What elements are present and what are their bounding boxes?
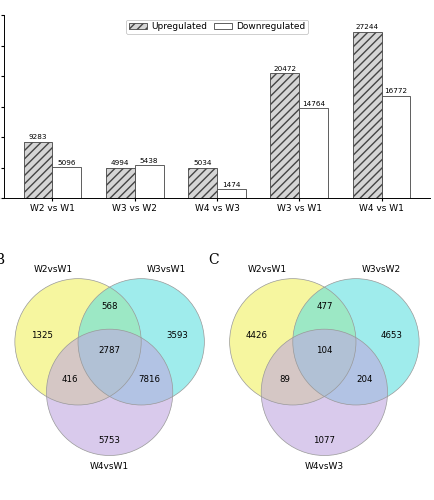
Text: W2vsW1: W2vsW1 — [248, 266, 287, 274]
Text: 14764: 14764 — [302, 100, 325, 106]
Circle shape — [46, 329, 173, 456]
Bar — [270, 74, 299, 198]
Bar — [381, 96, 410, 198]
Text: 1077: 1077 — [313, 436, 335, 446]
Text: 5753: 5753 — [99, 436, 121, 446]
Circle shape — [15, 278, 141, 405]
Text: 104: 104 — [316, 346, 332, 354]
Text: 1474: 1474 — [222, 182, 240, 188]
Text: 5034: 5034 — [194, 160, 212, 166]
Bar — [106, 168, 135, 198]
Circle shape — [230, 278, 356, 405]
Text: W4vsW3: W4vsW3 — [305, 462, 344, 471]
Text: 4994: 4994 — [111, 160, 130, 166]
Bar — [217, 190, 246, 198]
Text: 1325: 1325 — [31, 331, 53, 340]
Circle shape — [293, 278, 419, 405]
Circle shape — [261, 329, 388, 456]
Bar — [299, 108, 328, 198]
Text: 568: 568 — [102, 302, 118, 310]
Bar — [53, 168, 81, 198]
Text: 5438: 5438 — [140, 158, 158, 164]
Text: 4653: 4653 — [381, 331, 403, 340]
Text: 477: 477 — [316, 302, 332, 310]
Text: 89: 89 — [279, 375, 290, 384]
Text: 16772: 16772 — [385, 88, 408, 94]
Text: B: B — [0, 253, 4, 267]
Text: 9283: 9283 — [29, 134, 47, 140]
Text: 27244: 27244 — [355, 24, 379, 30]
Circle shape — [78, 278, 204, 405]
Text: 7816: 7816 — [138, 375, 161, 384]
Bar — [24, 142, 53, 199]
Text: 3593: 3593 — [166, 331, 188, 340]
Text: 4426: 4426 — [246, 331, 268, 340]
Text: W3vsW1: W3vsW1 — [147, 266, 186, 274]
Legend: Upregulated, Downregulated: Upregulated, Downregulated — [126, 20, 308, 34]
Text: W2vsW1: W2vsW1 — [33, 266, 72, 274]
Text: 5096: 5096 — [58, 160, 76, 166]
Text: 20472: 20472 — [273, 66, 296, 71]
Text: 204: 204 — [356, 375, 373, 384]
Text: C: C — [209, 253, 219, 267]
Text: W4vsW1: W4vsW1 — [90, 462, 129, 471]
Bar — [353, 32, 381, 198]
Bar — [188, 168, 217, 198]
Text: W3vsW2: W3vsW2 — [362, 266, 401, 274]
Text: 416: 416 — [61, 375, 78, 384]
Text: 2787: 2787 — [99, 346, 121, 354]
Bar — [135, 165, 164, 198]
